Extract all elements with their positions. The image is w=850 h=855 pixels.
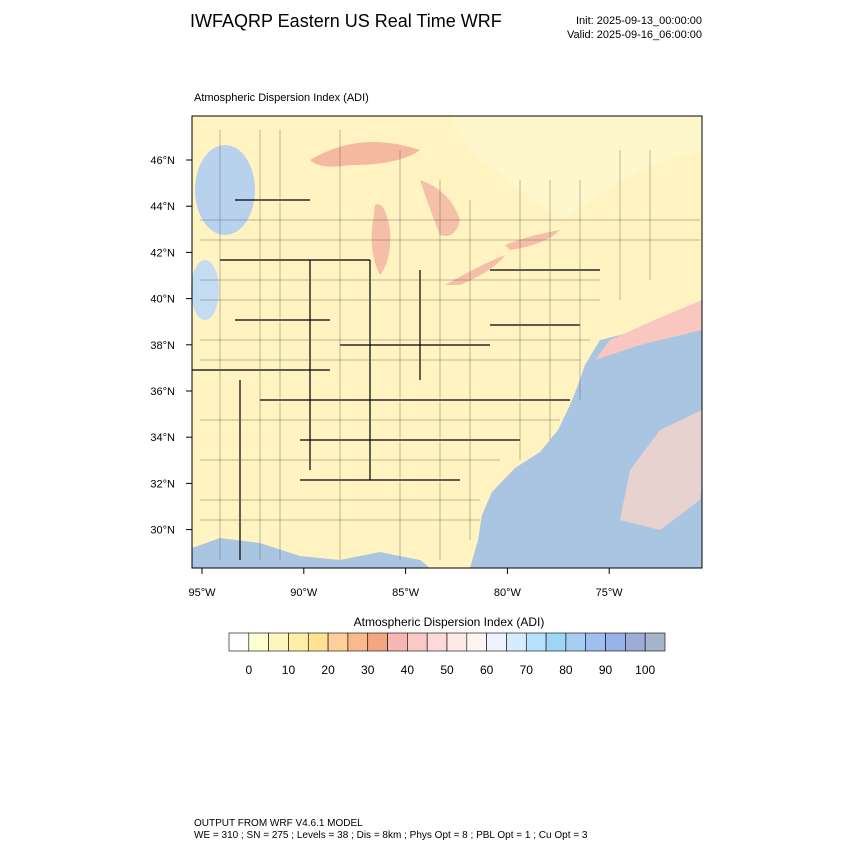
colorbar-swatch	[446, 632, 468, 652]
colorbar-swatch	[407, 632, 428, 652]
lon-label: 95°W	[188, 587, 216, 599]
footer-line: WE = 310 ; SN = 275 ; Levels = 38 ; Dis …	[194, 830, 588, 841]
colorbar-label: 100	[635, 663, 655, 677]
lat-label: 38°N	[150, 340, 175, 352]
colorbar-swatch	[585, 632, 606, 652]
lon-label: 75°W	[596, 587, 624, 599]
colorbar-label: 60	[480, 663, 494, 677]
colorbar-title: Atmospheric Dispersion Index (ADI)	[354, 615, 545, 629]
init-time: Init: 2025-09-13_00:00:00	[576, 15, 702, 27]
colorbar-swatch	[387, 632, 408, 652]
county-borders	[200, 130, 700, 560]
colorbar-swatch	[545, 632, 567, 652]
map	[191, 115, 703, 569]
lat-label: 46°N	[150, 155, 175, 167]
colorbar-swatch	[486, 632, 507, 652]
lat-label: 42°N	[150, 247, 175, 259]
colorbar-swatch	[506, 632, 527, 652]
colorbar-swatch	[248, 632, 269, 652]
lon-label: 90°W	[290, 587, 318, 599]
colorbar-label: 30	[361, 663, 375, 677]
lake-erie	[445, 255, 505, 285]
lon-label: 85°W	[392, 587, 420, 599]
colorbar-swatch	[367, 632, 388, 652]
colorbar-label: 50	[440, 663, 454, 677]
lat-label: 40°N	[150, 294, 175, 306]
colorbar-swatch	[565, 632, 587, 652]
map-title: Atmospheric Dispersion Index (ADI)	[194, 92, 369, 104]
lat-label: 32°N	[150, 478, 175, 490]
colorbar-swatch	[605, 632, 626, 652]
title: IWFAQRP Eastern US Real Time WRF	[190, 11, 502, 31]
map-frame	[191, 115, 703, 569]
colorbar-label: 10	[282, 663, 296, 677]
colorbar-swatch	[426, 632, 448, 652]
colorbar-label: 40	[401, 663, 415, 677]
colorbar-label: 90	[599, 663, 613, 677]
ocean-shading	[620, 410, 702, 530]
colorbar-swatch	[288, 632, 309, 652]
colorbar-swatch	[644, 632, 666, 652]
colorbar-label: 0	[245, 663, 252, 677]
state-borders	[192, 199, 600, 560]
blue-region	[191, 260, 219, 320]
blue-region	[195, 145, 255, 235]
colorbar-swatch	[525, 632, 547, 652]
colorbar-swatch	[268, 632, 289, 652]
lat-label: 34°N	[150, 432, 175, 444]
colorbar-swatch	[327, 632, 349, 652]
canada	[192, 116, 702, 220]
colorbar-swatch	[347, 632, 369, 652]
lake-superior	[310, 142, 420, 167]
lake-michigan	[371, 204, 391, 275]
colorbar-swatch	[466, 632, 487, 652]
lat-label: 30°N	[150, 525, 175, 537]
colorbar-label: 80	[559, 663, 573, 677]
lon-label: 80°W	[494, 587, 522, 599]
colorbar-swatch	[228, 632, 250, 652]
colorbar-label: 70	[520, 663, 534, 677]
colorbar-swatch	[307, 632, 329, 652]
gulf	[192, 538, 430, 568]
lat-label: 36°N	[150, 386, 175, 398]
colorbar-label: 20	[321, 663, 335, 677]
coastal-shading	[595, 300, 702, 360]
colorbar-swatch	[625, 632, 646, 652]
lat-label: 44°N	[150, 201, 175, 213]
valid-time: Valid: 2025-09-16_06:00:00	[567, 29, 702, 41]
footer-line: OUTPUT FROM WRF V4.6.1 MODEL	[194, 818, 363, 829]
